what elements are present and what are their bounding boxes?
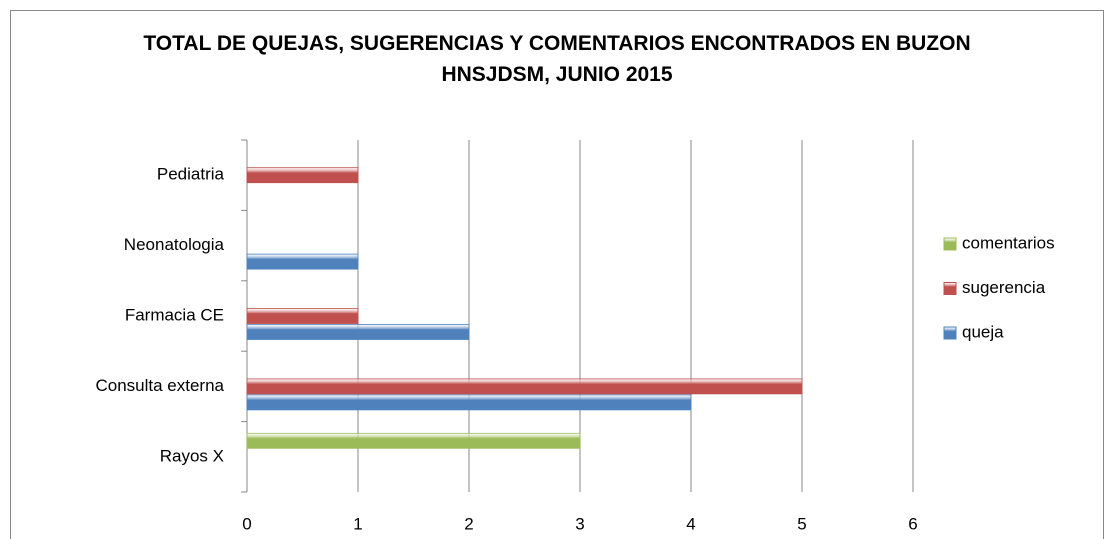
y-tick-label: Pediatria bbox=[157, 165, 225, 184]
x-tick-label: 5 bbox=[797, 514, 806, 533]
bar bbox=[246, 432, 581, 449]
legend-label: queja bbox=[962, 322, 1004, 341]
y-tick-label: Rayos X bbox=[160, 446, 224, 465]
bar bbox=[246, 324, 470, 340]
y-tick-label: Farmacia CE bbox=[125, 305, 224, 324]
chart-title: TOTAL DE QUEJAS, SUGERENCIAS Y COMENTARI… bbox=[143, 32, 971, 86]
legend-swatch bbox=[943, 237, 957, 251]
x-tick-label: 1 bbox=[353, 514, 362, 533]
bar bbox=[246, 167, 359, 184]
chart-border bbox=[10, 10, 1104, 539]
legend-swatch bbox=[943, 282, 957, 295]
legend-label: comentarios bbox=[962, 233, 1055, 252]
bar bbox=[246, 253, 359, 270]
legend-swatch bbox=[943, 326, 957, 340]
x-tick-label: 6 bbox=[908, 514, 917, 533]
y-tick-label: Neonatologia bbox=[124, 235, 225, 254]
x-tick-label: 0 bbox=[242, 514, 251, 533]
x-tick-label: 4 bbox=[686, 514, 695, 533]
bar bbox=[246, 308, 359, 324]
legend-label: sugerencia bbox=[962, 278, 1046, 297]
x-tick-label: 2 bbox=[464, 514, 473, 533]
y-tick-label: Consulta externa bbox=[95, 376, 224, 395]
bar bbox=[246, 394, 692, 411]
x-tick-label: 3 bbox=[575, 514, 584, 533]
bar bbox=[246, 378, 803, 395]
